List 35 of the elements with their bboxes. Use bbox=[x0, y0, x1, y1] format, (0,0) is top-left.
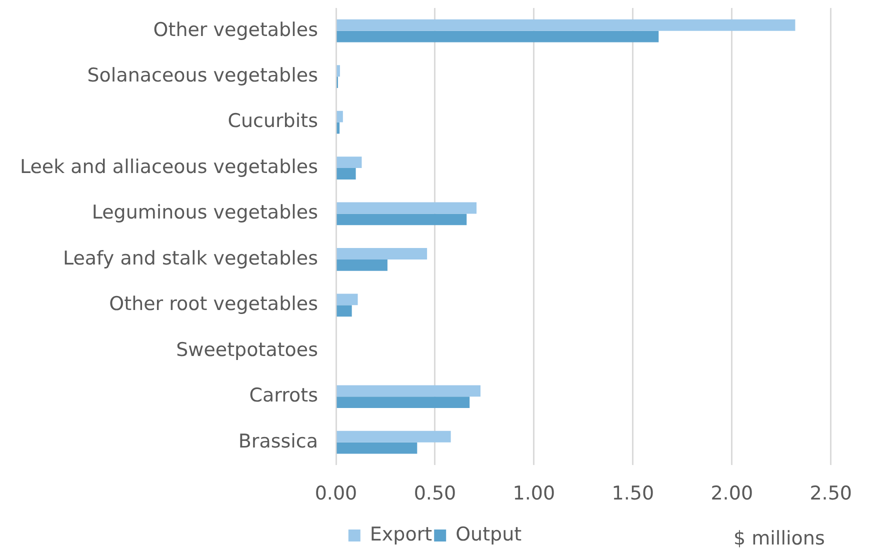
y-tick-label: Sweetpotatoes bbox=[176, 338, 318, 361]
bar bbox=[336, 430, 451, 442]
x-tick-label: 2.00 bbox=[710, 482, 754, 505]
legend-label: Output bbox=[456, 523, 522, 546]
bar bbox=[336, 305, 352, 317]
bar bbox=[336, 202, 477, 214]
y-tick-label: Cucurbits bbox=[228, 110, 318, 132]
bar bbox=[336, 396, 470, 408]
y-tick-label: Leek and alliaceous vegetables bbox=[20, 156, 318, 178]
x-tick-label: 1.50 bbox=[612, 482, 654, 505]
bar bbox=[336, 19, 796, 31]
y-tick-label: Other root vegetables bbox=[109, 293, 318, 316]
bar bbox=[336, 214, 467, 226]
bar bbox=[336, 110, 343, 122]
y-tick-label: Solanaceous vegetables bbox=[87, 64, 318, 87]
bar bbox=[336, 156, 362, 168]
y-tick-label: Other vegetables bbox=[153, 18, 318, 41]
y-tick-label: Brassica bbox=[238, 430, 318, 452]
y-tick-label: Leafy and stalk vegetables bbox=[62, 247, 318, 270]
bar bbox=[336, 65, 340, 77]
bar bbox=[336, 248, 428, 260]
y-tick-label: Carrots bbox=[249, 384, 318, 407]
x-tick-label: 2.50 bbox=[810, 482, 852, 505]
bar bbox=[336, 168, 356, 180]
legend-label: Export bbox=[370, 523, 432, 546]
y-tick-label: Leguminous vegetables bbox=[92, 202, 318, 224]
bar bbox=[336, 385, 480, 397]
bar bbox=[336, 30, 659, 42]
bar bbox=[336, 442, 418, 454]
bar bbox=[336, 294, 358, 306]
bar bbox=[336, 259, 388, 271]
x-tick-label: 0.00 bbox=[314, 482, 358, 505]
x-axis-title: $ millions bbox=[734, 527, 825, 550]
x-tick-label: 1.00 bbox=[512, 482, 556, 505]
x-tick-label: 0.50 bbox=[414, 482, 456, 505]
